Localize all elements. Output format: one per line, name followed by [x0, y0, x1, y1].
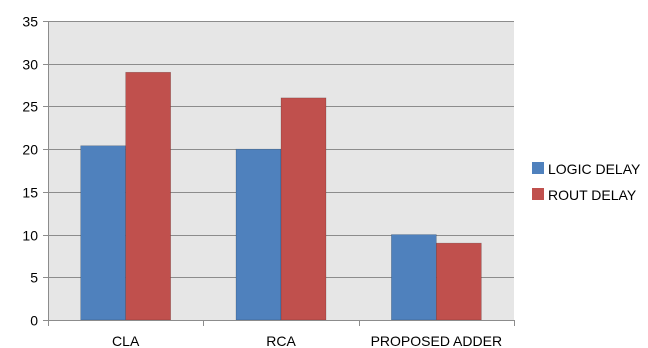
bar-logic-delay-rca: [235, 148, 282, 321]
x-tick-label: RCA: [266, 333, 296, 348]
y-tick-label: 25: [22, 99, 38, 115]
y-tick-label: 30: [22, 57, 38, 73]
legend-swatch: [532, 162, 544, 174]
y-tick-label: 5: [30, 270, 38, 286]
legend: LOGIC DELAY ROUT DELAY: [532, 161, 641, 203]
x-tick-label: CLA: [112, 333, 140, 348]
x-tick-labels: CLA RCA PROPOSED ADDER: [48, 320, 515, 348]
axes: [48, 21, 514, 321]
bar-rout-delay-proposed-adder: [436, 242, 482, 321]
legend-label: LOGIC DELAY: [548, 161, 641, 177]
legend-swatch: [532, 188, 544, 200]
bar-logic-delay-cla: [80, 145, 126, 321]
y-tick-label: 0: [30, 313, 38, 329]
y-tick-labels: 0 5 10 15 20 25 30 35: [22, 14, 48, 329]
legend-label: ROUT DELAY: [548, 187, 637, 203]
bar-rout-delay-rca: [280, 97, 327, 321]
bar-logic-delay-proposed-adder: [391, 234, 437, 321]
y-tick-label: 35: [22, 14, 38, 30]
y-tick-label: 20: [22, 142, 38, 158]
x-tick-label: PROPOSED ADDER: [371, 333, 502, 348]
y-tick-label: 10: [22, 228, 38, 244]
y-tick-label: 15: [22, 185, 38, 201]
bar-rout-delay-cla: [125, 71, 171, 321]
